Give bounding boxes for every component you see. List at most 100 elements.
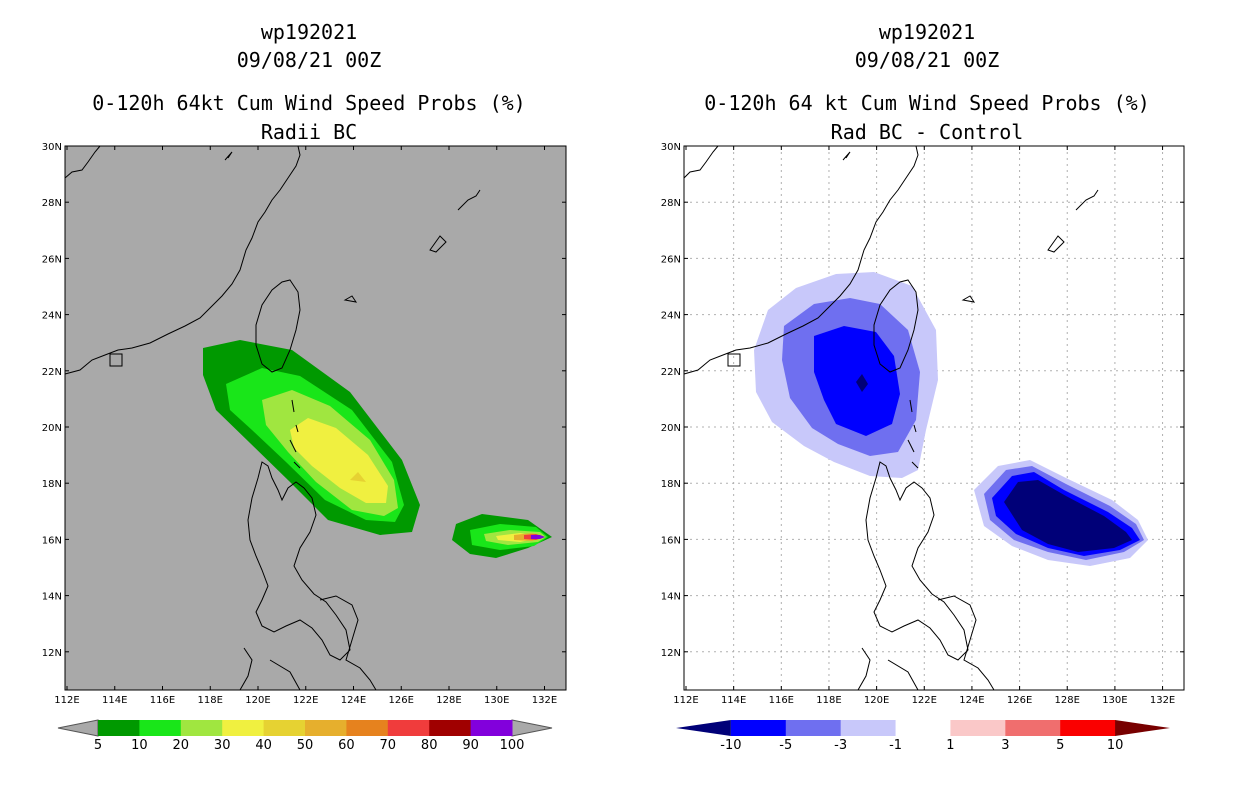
colorbar-tick-label: -5: [779, 738, 792, 753]
lon-label: 132E: [532, 695, 557, 706]
colorbar-segment: [305, 720, 347, 736]
lat-label: 24N: [661, 311, 681, 322]
colorbar-tick-label: -10: [720, 738, 741, 753]
colorbar-tick-label: 90: [462, 738, 479, 753]
colorbar-segment: [98, 720, 140, 736]
lat-label: 28N: [42, 198, 62, 209]
lon-label: 126E: [389, 695, 414, 706]
coastlines: [64, 145, 481, 691]
colorbar-segment: [730, 720, 787, 736]
lat-label: 24N: [42, 311, 62, 322]
lon-label: 122E: [912, 695, 937, 706]
colorbar-segment: [1005, 720, 1061, 736]
lon-label: 114E: [721, 695, 746, 706]
left-panel: wp192021 09/08/21 00Z 0-120h 64kt Cum Wi…: [42, 20, 567, 753]
lat-label: 30N: [42, 142, 62, 153]
difference-contours: [754, 272, 1148, 566]
map-title: 0-120h 64 kt Cum Wind Speed Probs (%): [704, 91, 1150, 115]
colorbar-segment: [346, 720, 389, 736]
colorbar-segment: [222, 720, 265, 736]
colorbar-segment: [1115, 720, 1170, 736]
lon-label: 114E: [102, 695, 127, 706]
longitude-labels: 112E 114E 116E 118E 120E 122E 124E 126E 128E 130E…: [54, 695, 557, 706]
lat-label: 12N: [42, 648, 62, 659]
coastlines: [683, 145, 1099, 691]
lat-label: 18N: [661, 479, 681, 490]
lon-label: 124E: [959, 695, 984, 706]
lat-label: 16N: [42, 535, 62, 546]
colorbar-segment: [387, 720, 430, 736]
colorbar-segment: [950, 720, 1006, 736]
colorbar-tick-label: 3: [1001, 738, 1009, 753]
colorbar-tick-label: 5: [94, 738, 102, 753]
map-subtitle: Radii BC: [260, 120, 358, 144]
lat-label: 20N: [661, 423, 681, 434]
colorbar-end-low: [57, 719, 99, 737]
lon-label: 128E: [1055, 695, 1080, 706]
lon-label: 116E: [150, 695, 175, 706]
colorbar-tick-label: 20: [173, 738, 190, 753]
lat-label: 14N: [661, 592, 681, 603]
colorbar-end-high: [511, 719, 553, 737]
colorbar-tick-label: 100: [500, 738, 525, 753]
lat-label: 26N: [42, 254, 62, 265]
colorbar-segment: [180, 720, 223, 736]
forecast-datetime: 09/08/21 00Z: [854, 48, 1000, 72]
lat-label: 12N: [661, 648, 681, 659]
map-frame: [64, 145, 567, 691]
lat-label: 30N: [661, 142, 681, 153]
lon-label: 132E: [1150, 695, 1175, 706]
storm-id: wp192021: [260, 20, 358, 44]
right-panel: wp192021 09/08/21 00Z 0-120h 64 kt Cum W…: [618, 0, 1236, 800]
lat-label: 20N: [42, 423, 62, 434]
colorbar-tick-label: -3: [834, 738, 847, 753]
colorbar-tick-label: 60: [338, 738, 355, 753]
colorbar-tick-label: 50: [297, 738, 314, 753]
lon-label: 126E: [1007, 695, 1032, 706]
lon-label: 122E: [293, 695, 318, 706]
lat-label: 22N: [42, 367, 62, 378]
colorbar-tick-label: 70: [380, 738, 397, 753]
colorbar-segment: [676, 720, 731, 736]
lon-label: 118E: [198, 695, 223, 706]
colorbar-segment: [470, 720, 513, 736]
lat-label: 18N: [42, 479, 62, 490]
difference-colorbar: -10 -5 -3 -1 1 3 5 10: [676, 720, 1170, 753]
map-frame: [683, 145, 1185, 691]
colorbar-tick-label: 5: [1056, 738, 1064, 753]
colorbar-tick-label: 1: [946, 738, 954, 753]
colorbar-tick-label: 10: [131, 738, 148, 753]
map-subtitle: Rad BC - Control: [830, 120, 1024, 144]
lon-label: 130E: [1102, 695, 1127, 706]
colorbar-tick-label: 30: [214, 738, 231, 753]
lon-label: 116E: [769, 695, 794, 706]
lat-label: 14N: [42, 592, 62, 603]
colorbar-tick-label: 80: [421, 738, 438, 753]
latitude-labels: 30N 28N 26N 24N 22N 20N 18N 16N 14N 12N: [661, 142, 681, 659]
lon-label: 124E: [341, 695, 366, 706]
lon-label: 130E: [484, 695, 509, 706]
lon-label: 112E: [54, 695, 79, 706]
colorbar-tick-label: 10: [1107, 738, 1124, 753]
colorbar-segment: [895, 720, 951, 736]
map-background: [684, 146, 1184, 690]
lon-label: 112E: [673, 695, 698, 706]
latitude-labels: 30N 28N 26N 24N 22N 20N 18N 16N 14N 12N: [42, 142, 62, 659]
lat-label: 28N: [661, 198, 681, 209]
colorbar-tick-label: 40: [255, 738, 272, 753]
lon-label: 118E: [816, 695, 841, 706]
colorbar-segment: [1060, 720, 1116, 736]
probability-colorbar: 5 10 20 30 40 50 60 70 80 90 100: [57, 719, 553, 753]
colorbar-tick-label: -1: [889, 738, 902, 753]
colorbar-segment: [263, 720, 306, 736]
lon-label: 128E: [436, 695, 461, 706]
longitude-labels: 112E 114E 116E 118E 120E 122E 124E 126E 128E 130E…: [673, 695, 1175, 706]
storm-id: wp192021: [878, 20, 976, 44]
lon-label: 120E: [245, 695, 270, 706]
lat-label: 26N: [661, 254, 681, 265]
lon-label: 120E: [864, 695, 889, 706]
forecast-datetime: 09/08/21 00Z: [236, 48, 382, 72]
probability-contours: [203, 340, 552, 558]
